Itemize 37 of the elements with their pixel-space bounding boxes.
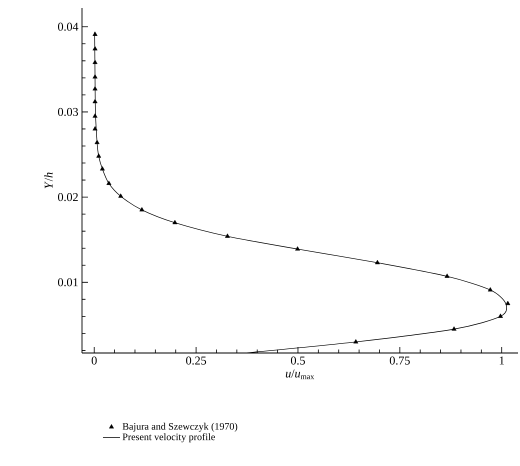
- point: [92, 74, 98, 78]
- x-axis-title: u/u$_{max}$: [286, 369, 314, 380]
- point: [92, 46, 98, 50]
- x-tick-label: 0.75: [390, 356, 410, 365]
- point: [374, 260, 380, 264]
- point: [92, 60, 98, 64]
- point: [100, 166, 105, 170]
- x-tick-label: 0: [92, 356, 97, 365]
- point: [139, 207, 144, 212]
- y-tick-label: 0.01: [58, 278, 78, 286]
- point: [172, 220, 178, 224]
- point: [96, 153, 102, 158]
- point: [488, 287, 493, 292]
- point: [94, 140, 100, 144]
- point: [92, 32, 98, 36]
- x-tick-label: 0.5: [290, 356, 305, 365]
- point: [505, 300, 510, 306]
- point: [295, 246, 300, 251]
- point: [444, 274, 450, 278]
- point: [353, 339, 358, 344]
- point: [92, 126, 98, 130]
- x-tick-label: 0.25: [186, 356, 206, 365]
- point: [92, 113, 98, 118]
- x-tick-label: 1: [500, 356, 504, 364]
- y-tick-label: 0.04: [58, 22, 78, 31]
- legend-label: Present velocity profile: [122, 433, 215, 442]
- point: [118, 193, 124, 198]
- legend-label: Bajura and Szewczyk (1970): [122, 422, 238, 432]
- point: [92, 98, 98, 104]
- y-tick-label: 0.02: [58, 193, 78, 202]
- y-axis-title: Y/h: [44, 172, 53, 188]
- point: [452, 326, 456, 331]
- point: [225, 234, 230, 238]
- y-tick-label: 0.03: [58, 108, 78, 116]
- point: [92, 86, 98, 90]
- point: [498, 314, 503, 318]
- point: [106, 180, 112, 185]
